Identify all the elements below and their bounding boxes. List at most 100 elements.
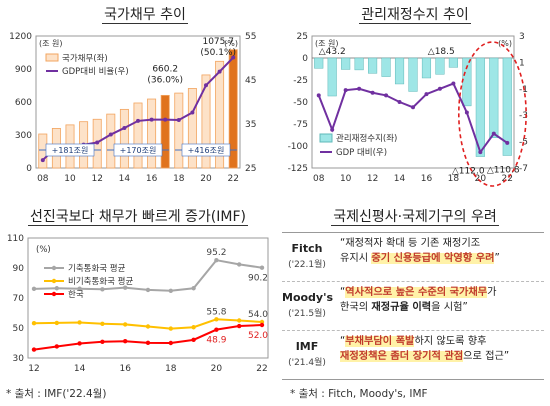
series-point (214, 258, 219, 263)
gdp-ratio-point (424, 92, 429, 97)
period-label: +170조원 (120, 146, 157, 155)
y-tick-label: 900 (15, 65, 32, 75)
y2-tick-label: 45 (245, 76, 256, 86)
gdp-ratio-point (397, 100, 402, 104)
gdp-ratio-point (217, 69, 222, 74)
plot-frame (311, 35, 515, 169)
debt-bar (119, 108, 129, 169)
period-box (181, 143, 231, 157)
highlight-ellipse (457, 41, 527, 187)
x-tick-label: 08 (313, 174, 325, 184)
x-tick-label: 14 (74, 364, 86, 374)
x-tick-label: 10 (64, 174, 76, 184)
series-point (145, 340, 151, 346)
debt-bar (174, 92, 184, 169)
x-tick-label: 22 (227, 174, 238, 184)
y-tick-label: 0 (26, 164, 32, 174)
series-point (77, 286, 82, 291)
y-tick-label: -100 (288, 142, 309, 152)
debt-bar (187, 88, 197, 169)
concern-text: “부채부담이 폭발하지 않도록 향후 재정정책은 좀더 장기적 관점으로 접근” (340, 336, 510, 362)
concern-text: “역사적으로 높은 수준의 국가채무가 한국의 재정규율 이력을 시험” (340, 287, 497, 313)
data-label: 1075.7 (202, 37, 234, 47)
series-point (191, 337, 196, 343)
data-label: 95.2 (206, 248, 226, 258)
series-point (123, 322, 128, 327)
concern-row-fitch: Fitch ('22.1월) “재정적자 확대 등 기존 재정기조 유지시 중기… (282, 233, 544, 282)
series-point (259, 322, 265, 328)
series-point (31, 347, 37, 352)
org-cell: Moody's ('21.5월) (282, 282, 333, 330)
gdp-ratio-point (163, 117, 168, 122)
series-point (168, 288, 173, 293)
y2-tick-label: -7 (519, 164, 528, 174)
series-point (54, 344, 59, 349)
legend-label: 관리재정수지(좌) (336, 133, 397, 144)
series-point (237, 323, 242, 329)
gdp-ratio-point (370, 90, 375, 95)
series-point (31, 286, 37, 292)
x-tick-label: 12 (367, 174, 378, 184)
debt-chart: 0 300 600 900 1200 25 35 45 55 (조 원) (%) 08 10 12 14 16… (9, 32, 256, 184)
gdp-ratio-point (122, 125, 127, 130)
imf-chart-title: 선진국보다 채무가 빠르게 증가(IMF) (28, 209, 248, 226)
concern-title: 국제신평사·국제기구의 우려 (331, 209, 499, 226)
debt-chart-title: 국가채무 추이 (102, 7, 188, 24)
gdp-ratio-point (437, 86, 442, 91)
series-point (214, 317, 219, 322)
legend-bar-swatch (319, 133, 333, 143)
y-tick-label: 1200 (9, 32, 32, 42)
gdp-ratio-point (149, 117, 154, 122)
legend-label: 한국 (68, 290, 84, 300)
fiscal-bar (408, 57, 418, 92)
legend-label: 기축통화국 평균 (68, 263, 126, 274)
data-label: 90.2 (248, 274, 268, 284)
x-tick-label: 18 (165, 364, 177, 374)
y-tick-label: -50 (293, 98, 308, 108)
gdp-ratio-point (136, 118, 140, 123)
fiscal-bar (502, 57, 512, 156)
gdp-ratio-point (384, 93, 389, 98)
data-label: 54.0 (248, 310, 268, 320)
y-tick-label: -125 (288, 164, 308, 174)
fiscal-bar (368, 57, 378, 74)
series-point (77, 320, 82, 325)
fiscal-bar (475, 57, 485, 157)
data-label: 48.9 (206, 336, 226, 346)
debt-bar (133, 102, 143, 169)
fiscal-bar (489, 57, 499, 138)
org-cell: Fitch ('22.1월) (282, 233, 332, 281)
period-label: +416조원 (188, 146, 225, 155)
series-point (237, 318, 242, 323)
legend-point-swatch (51, 278, 57, 284)
highlight-text: 중기 신용등급에 악영향 우려 (371, 253, 495, 264)
data-label: 52.0 (248, 331, 268, 341)
fiscal-bar (341, 57, 351, 70)
concern-row-moodys: Moody's ('21.5월) “역사적으로 높은 수준의 국가채무가 한국의… (282, 282, 544, 331)
series-point (191, 325, 196, 330)
y-tick-label: 30 (13, 354, 25, 364)
legend-label: 국가채무(좌) (62, 53, 108, 64)
gdp-ratio-point (357, 86, 362, 91)
y-tick-label: 90 (13, 264, 25, 274)
x-tick-label: 16 (119, 364, 131, 374)
series-point (168, 340, 173, 346)
series-point (237, 262, 242, 267)
series-point (54, 286, 59, 291)
gdp-ratio-point (343, 88, 348, 93)
y-tick-label: 0 (302, 54, 308, 64)
gdp-ratio-point (231, 55, 236, 60)
y-tick-label: 50 (13, 324, 25, 334)
y-tick-label: -25 (293, 76, 308, 86)
left-unit-label: (조 원) (315, 39, 339, 48)
org-cell: IMF ('21.4월) (282, 331, 332, 379)
fiscal-bar (435, 57, 445, 75)
highlight-text: 재정정책은 좀더 장기적 관점 (340, 351, 464, 362)
series-point (145, 287, 151, 293)
gdp-ratio-point (190, 110, 195, 115)
fiscal-bar (381, 57, 391, 77)
x-tick-label: 12 (28, 364, 39, 374)
fiscal-bar (314, 57, 324, 69)
